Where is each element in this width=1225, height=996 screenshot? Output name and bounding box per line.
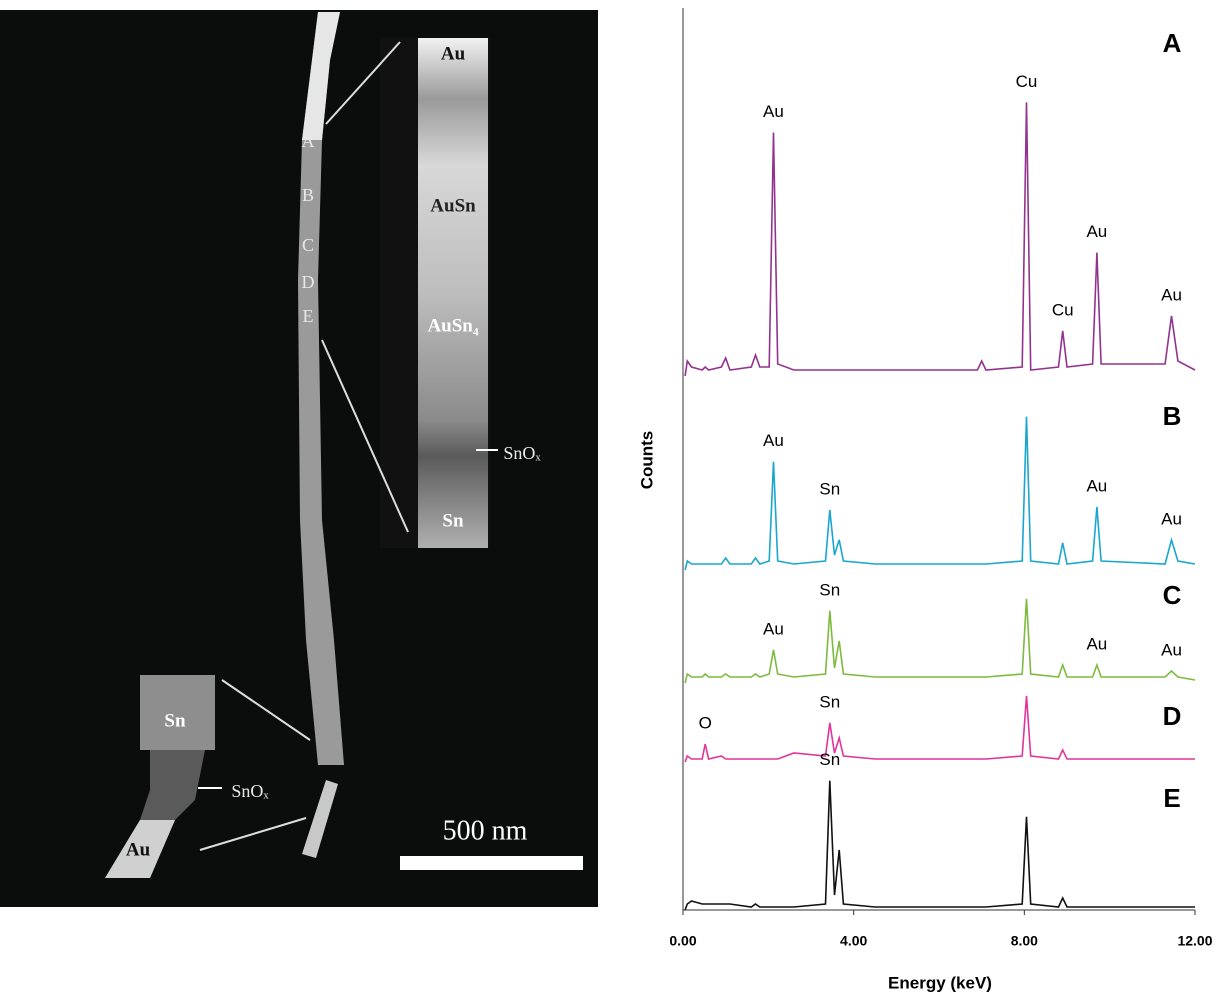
peak-label: Cu [1052,300,1074,319]
peak-label: Au [1161,285,1182,304]
image-background [0,10,598,907]
spectrum-line [684,695,1195,763]
series-label: C [1163,580,1182,610]
spectrum-line [684,102,1196,377]
series-label: A [1163,28,1182,58]
image-label: AuSn₄ [427,315,478,336]
spectrum-line [684,780,1195,911]
image-label: D [302,272,315,292]
peak-label: Au [763,619,784,638]
y-axis-label: Counts [637,431,656,490]
zoom-lines [199,41,409,851]
peak-label: Au [763,102,784,121]
nanowire [298,12,344,765]
series-label: B [1163,401,1182,431]
image-label: Sn [164,710,186,731]
inset-top [418,38,488,548]
tem-image: A B C D E Au AuSn AuSn₄ SnOₓ Sn Sn SnOₓ … [0,10,598,907]
inset-sn [140,675,215,750]
x-tick-label: 12.00 [1177,933,1212,949]
nanowire-au [302,12,340,140]
image-label: Sn [442,510,464,531]
spectra-chart: Energy (keV) Counts 0.00 4.00 8.00 12.00 A Au… [637,8,1213,992]
image-label: SnOₓ [503,443,541,463]
zoom-line [199,817,307,851]
zoom-line [325,41,401,125]
peak-label: Sn [819,750,840,769]
image-label: Au [441,43,466,64]
inset-au [105,820,175,878]
series-label: E [1163,783,1180,813]
spectrum-line [684,598,1196,684]
image-label: SnOₓ [231,781,269,801]
scale-bar [400,856,583,870]
peak-label: Au [1086,634,1107,653]
peak-label: Au [1161,509,1182,528]
x-tick-label: 8.00 [1011,933,1038,949]
x-axis-label: Energy (keV) [888,973,992,992]
series-label: D [1163,701,1182,731]
peak-label: Sn [819,692,840,711]
scale-label: 500 nm [443,815,528,846]
image-label: AuSn [430,195,476,216]
peak-label: Cu [1016,72,1038,91]
image-label: C [302,235,314,255]
image-label: B [302,185,314,205]
peak-label: Au [1161,640,1182,659]
x-tick-label: 0.00 [669,933,696,949]
peak-label: Au [763,431,784,450]
spectrum-line [684,416,1196,571]
peak-label: Au [1086,222,1107,241]
peak-label: O [699,713,712,732]
image-label: E [303,306,314,326]
image-label: Au [126,839,151,860]
peak-label: Sn [819,580,840,599]
nanowire-au-end [302,780,338,858]
peak-label: Au [1086,476,1107,495]
image-label: A [302,131,315,151]
peak-label: Sn [819,479,840,498]
zoom-line [221,679,311,741]
zoom-line [321,339,409,533]
x-tick-label: 4.00 [840,933,867,949]
